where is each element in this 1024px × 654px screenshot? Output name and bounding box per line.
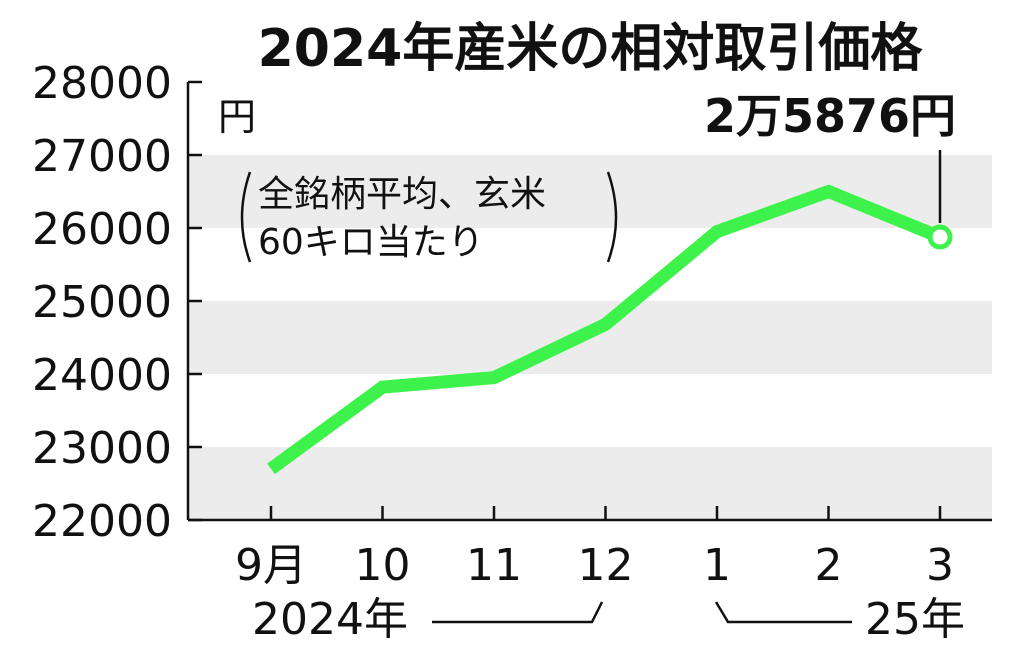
y-tick-label: 23000 [32, 423, 172, 474]
y-tick-label: 27000 [32, 131, 172, 182]
year-bracket-2025 [714, 601, 852, 624]
x-tick-label: 2 [815, 540, 843, 591]
y-tick-label: 24000 [32, 350, 172, 401]
grid-band [188, 447, 992, 520]
y-tick-label: 22000 [32, 496, 172, 547]
series-polyline [267, 184, 943, 475]
x-tick-label: 3 [926, 540, 954, 591]
y-tick-label: 28000 [32, 58, 172, 109]
chart-title: 2024年産米の相対取引価格 [258, 19, 924, 79]
x-tick-label: 12 [578, 540, 634, 591]
year-label-2024: 2024年 [252, 594, 408, 645]
note-line-2: 60キロ当たり [258, 222, 484, 263]
last-value-callout: 2万5876円 [704, 89, 956, 143]
note-box: 全銘柄平均、玄米 60キロ当たり [240, 171, 618, 263]
series-line [267, 184, 953, 475]
x-tick-label: 1 [703, 540, 731, 591]
note-left-bracket [240, 171, 252, 263]
y-tick-label: 25000 [32, 277, 172, 328]
note-line-1: 全銘柄平均、玄米 [258, 174, 546, 215]
y-tick-label: 26000 [32, 204, 172, 255]
year-bracket-2024 [432, 601, 604, 624]
x-axis: 9月 10 11 12 1 2 3 [188, 506, 992, 591]
year-label-2025: 25年 [865, 594, 965, 645]
y-axis: 28000 27000 26000 25000 24000 23000 22000 [32, 58, 202, 547]
x-tick-label: 10 [355, 540, 411, 591]
x-tick-label: 11 [466, 540, 522, 591]
year-labels: 2024年 25年 [252, 594, 965, 645]
x-tick-label: 9月 [235, 540, 307, 591]
last-data-point [927, 224, 953, 250]
note-right-bracket [606, 171, 618, 263]
y-unit-label: 円 [218, 95, 256, 139]
grid-band [188, 155, 992, 228]
